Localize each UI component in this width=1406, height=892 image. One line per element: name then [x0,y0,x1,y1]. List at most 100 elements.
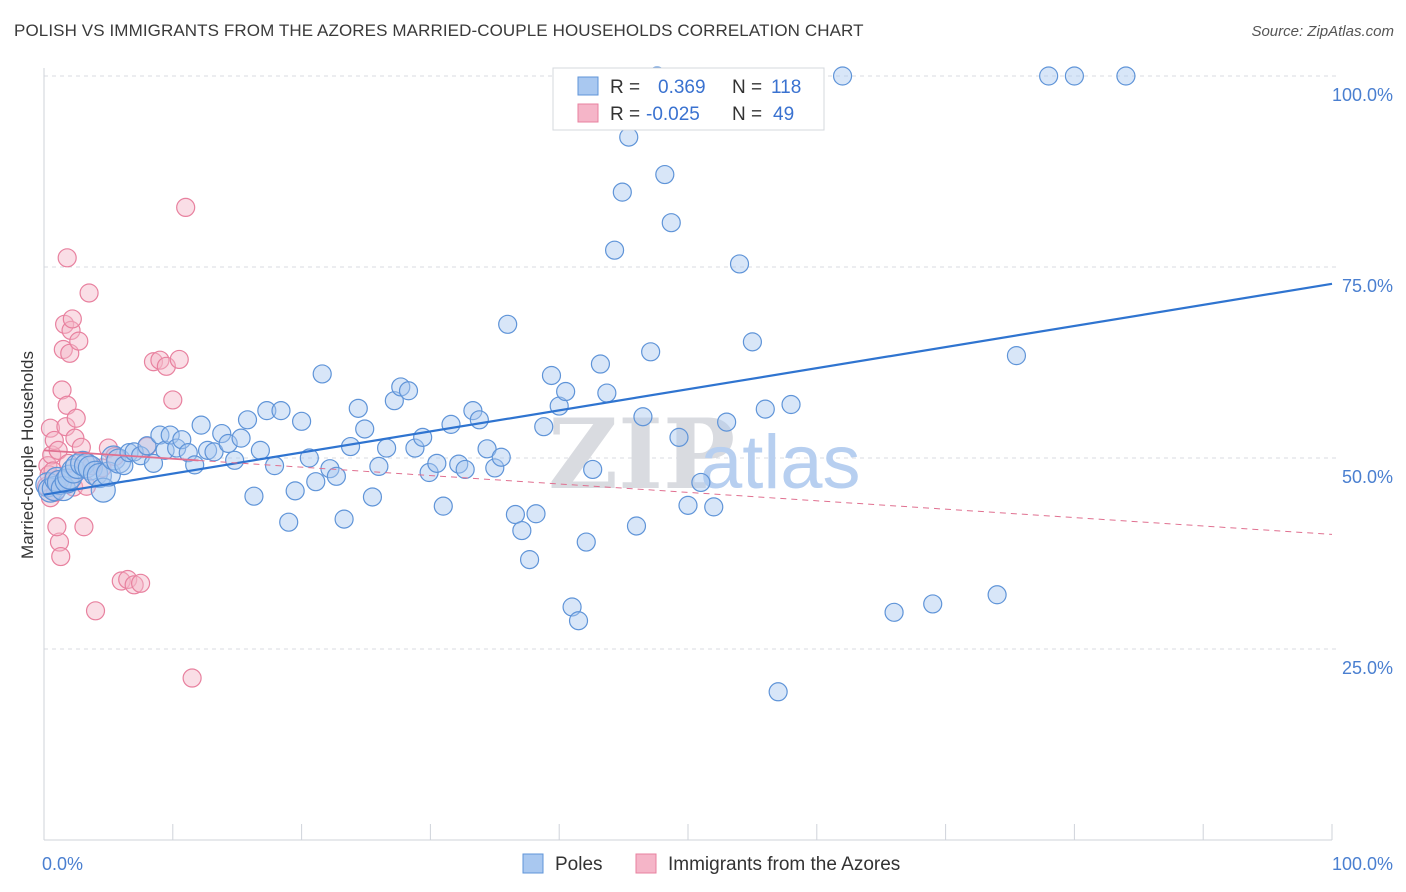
poles-point [299,448,319,468]
poles-point [137,436,157,456]
y-tick-labels: 25.0% 50.0% 75.0% 100.0% [1332,85,1393,678]
y-tick-label: 25.0% [1342,658,1393,678]
azores-point [176,197,196,218]
poles-point [612,182,632,202]
poles-point [355,419,375,439]
stats-poles-r-label: R = [610,77,640,98]
poles-point [477,439,497,459]
poles-point [781,394,801,415]
stats-legend: R = 0.369 N = 118 R = -0.025 N = 49 [552,67,825,131]
poles-point [306,472,326,492]
poles-point [312,364,332,384]
poles-point [755,399,775,419]
poles-point [348,398,368,418]
azores-point [66,408,86,428]
poles-point [556,381,576,402]
azores-point [57,248,77,268]
poles-point [244,486,264,506]
poles-point [362,487,383,507]
poles-point [884,602,904,622]
series-poles-points [35,66,1136,702]
poles-point [369,456,389,477]
poles-trend-line [43,282,1333,496]
poles-point [669,427,689,447]
poles-point [597,383,617,403]
poles-point [519,550,540,570]
poles-point [398,381,419,401]
stats-azores-r-label: R = [610,104,640,125]
bottom-legend: Poles Immigrants from the Azores [522,853,900,875]
source-label: Source: ZipAtlas.com [1251,23,1394,40]
poles-point [405,438,425,458]
azores-point [74,517,94,537]
legend-label-azores: Immigrants from the Azores [668,854,900,875]
poles-point [742,332,763,352]
poles-point [427,453,447,473]
azores-point [163,390,183,410]
poles-point [449,454,469,474]
poles-point [491,447,511,467]
poles-point [626,516,647,536]
azores-trend-line-solid [43,449,199,462]
poles-point [250,440,270,460]
azores-trend-line-dashed [198,459,1333,535]
poles-point [433,496,453,516]
poles-point [729,254,750,274]
x-tick-labels: 0.0% 100.0% [42,854,1393,874]
poles-point [590,354,611,374]
poles-point [1064,66,1085,86]
poles-point [271,401,291,421]
poles-point [257,401,277,421]
poles-point [279,512,299,532]
poles-point [604,240,625,260]
poles-point [455,459,475,480]
poles-point [987,585,1007,605]
trend-lines [43,282,1333,535]
azores-point [182,668,202,688]
poles-point [469,410,489,430]
poles-point [178,443,198,463]
poles-point [225,450,245,470]
poles-point [197,440,218,460]
azores-point [131,573,151,593]
poles-point [505,504,526,525]
poles-point [923,594,943,614]
poles-point [633,407,653,427]
poles-point [485,458,505,478]
poles-point [204,442,224,462]
y-tick-label: 50.0% [1342,467,1393,487]
legend-swatch-poles [522,853,544,874]
poles-point [526,504,546,524]
poles-point [498,314,518,334]
poles-point [143,453,164,473]
poles-point [326,466,346,486]
poles-point [441,414,461,434]
poles-point [119,443,139,463]
chart-title: POLISH VS IMMIGRANTS FROM THE AZORES MAR… [14,21,864,40]
x-ticks [172,824,1333,840]
stats-swatch-azores [577,103,599,123]
y-axis-title: Married-couple Households [18,351,37,559]
poles-point [212,423,232,444]
series-azores-points [36,197,202,688]
poles-point [231,428,251,448]
poles-point [619,127,639,147]
azores-point [44,430,64,451]
poles-point [237,410,258,430]
stats-azores-n-label: N = [732,104,762,125]
stats-swatch-poles [577,76,599,96]
stats-azores-r-value: -0.025 [646,104,700,125]
watermark: ZIP atlas [548,398,861,511]
stats-poles-n-value: 118 [771,77,801,98]
poles-point [832,66,853,86]
poles-point [641,342,661,362]
poles-point [377,438,397,458]
poles-point [541,365,562,386]
azores-point [124,575,144,595]
azores-point [79,283,99,303]
azores-point [69,331,89,351]
azores-point [51,546,71,567]
legend-swatch-azores [635,853,657,874]
poles-point [691,472,711,493]
azores-point [47,517,67,537]
